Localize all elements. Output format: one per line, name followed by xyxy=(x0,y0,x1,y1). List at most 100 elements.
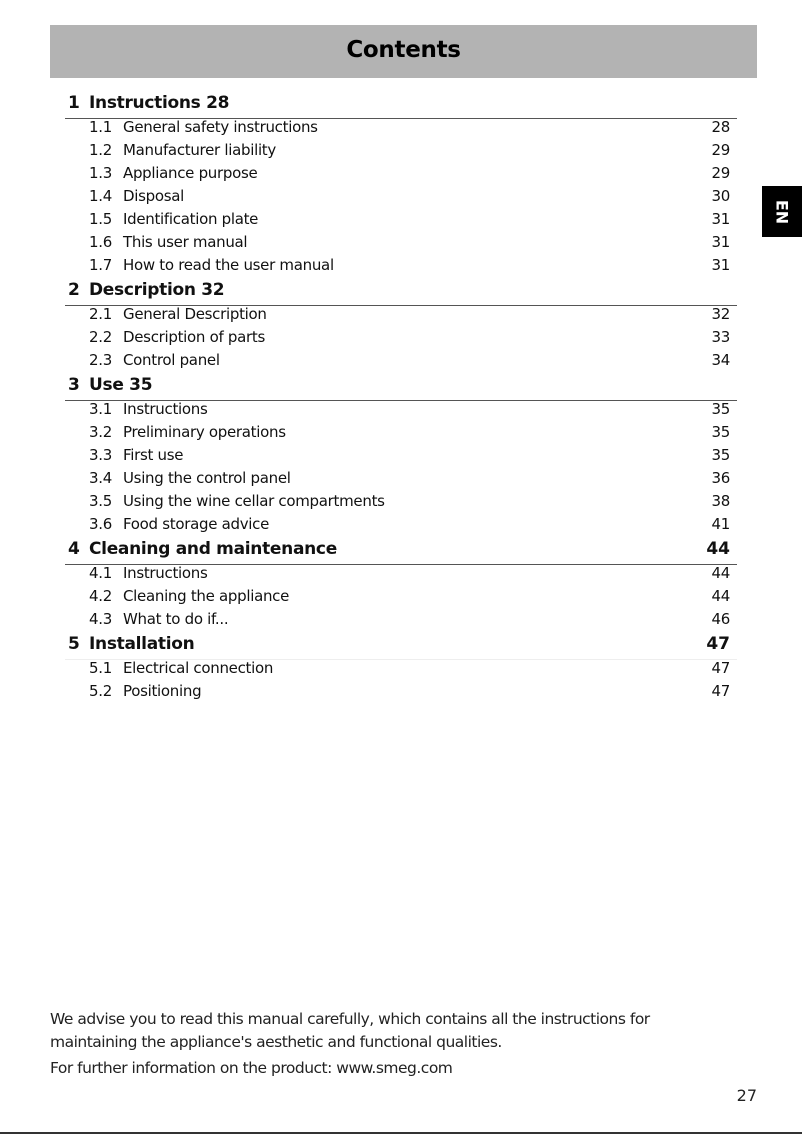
entry-page: 46 xyxy=(711,610,731,628)
entry-page: 47 xyxy=(711,659,731,677)
entry-page: 29 xyxy=(711,141,731,159)
section-title: Description 32 xyxy=(89,280,225,300)
entry-number: 2.2 xyxy=(89,328,112,346)
toc-entry[interactable]: 4.2 Cleaning the appliance 44 xyxy=(65,585,737,608)
toc-entry[interactable]: 1.6 This user manual 31 xyxy=(65,231,737,254)
entry-title: Appliance purpose xyxy=(123,164,258,182)
toc-entry[interactable]: 3.1 Instructions 35 xyxy=(65,398,737,421)
entry-page: 29 xyxy=(711,164,731,182)
toc-section-heading[interactable]: 3 Use 35 xyxy=(65,374,737,401)
entry-page: 41 xyxy=(711,515,731,533)
toc-entry[interactable]: 1.1 General safety instructions 28 xyxy=(65,116,737,139)
toc-entry[interactable]: 2.1 General Description 32 xyxy=(65,303,737,326)
entry-title: Using the control panel xyxy=(123,469,291,487)
entry-page: 30 xyxy=(711,187,731,205)
entry-page: 35 xyxy=(711,423,731,441)
page-number: 27 xyxy=(736,1086,757,1105)
toc-entry[interactable]: 1.4 Disposal 30 xyxy=(65,185,737,208)
table-of-contents: 1 Instructions 28 1.1 General safety instru… xyxy=(65,92,737,705)
section-title: Instructions 28 xyxy=(89,93,230,113)
entry-title: Food storage advice xyxy=(123,515,270,533)
toc-entry[interactable]: 4.1 Instructions 44 xyxy=(65,562,737,585)
toc-entry[interactable]: 3.3 First use 35 xyxy=(65,444,737,467)
entry-page: 47 xyxy=(711,682,731,700)
toc-entry[interactable]: 1.5 Identification plate 31 xyxy=(65,208,737,231)
entry-number: 5.2 xyxy=(89,682,112,700)
contents-header: Contents xyxy=(50,25,757,78)
advice-line-1: We advise you to read this manual carefu… xyxy=(50,1010,650,1028)
entry-number: 1.5 xyxy=(89,210,112,228)
entry-number: 2.1 xyxy=(89,305,112,323)
toc-section-heading[interactable]: 5 Installation 47 xyxy=(65,633,737,660)
entry-title: Preliminary operations xyxy=(123,423,286,441)
entry-page: 34 xyxy=(711,351,731,369)
entry-number: 1.1 xyxy=(89,118,112,136)
section-number: 3 xyxy=(68,375,80,395)
section-number: 4 xyxy=(68,539,80,559)
entry-title: Manufacturer liability xyxy=(123,141,276,159)
toc-entry[interactable]: 3.4 Using the control panel 36 xyxy=(65,467,737,490)
entry-page: 38 xyxy=(711,492,731,510)
entry-number: 3.1 xyxy=(89,400,112,418)
entry-number: 5.1 xyxy=(89,659,112,677)
toc-subsection-list: 1.1 General safety instructions 28 1.2 Manuf… xyxy=(65,116,737,277)
entry-number: 3.4 xyxy=(89,469,112,487)
advice-line-2: maintaining the appliance's aesthetic an… xyxy=(50,1033,502,1051)
toc-entry[interactable]: 3.5 Using the wine cellar compartments 38 xyxy=(65,490,737,513)
entry-page: 44 xyxy=(711,564,731,582)
entry-page: 32 xyxy=(711,305,731,323)
toc-entry[interactable]: 4.3 What to do if... 46 xyxy=(65,608,737,631)
section-page: 47 xyxy=(706,634,730,654)
toc-entry[interactable]: 3.6 Food storage advice 41 xyxy=(65,513,737,536)
language-tab: EN xyxy=(762,186,802,237)
entry-number: 4.3 xyxy=(89,610,112,628)
entry-title: This user manual xyxy=(123,233,248,251)
entry-page: 31 xyxy=(711,233,731,251)
toc-subsection-list: 5.1 Electrical connection 47 5.2 Positioning… xyxy=(65,657,737,703)
section-title: Cleaning and maintenance xyxy=(89,539,337,559)
toc-entry[interactable]: 5.1 Electrical connection 47 xyxy=(65,657,737,680)
entry-title: General Description xyxy=(123,305,267,323)
entry-page: 31 xyxy=(711,210,731,228)
entry-number: 4.2 xyxy=(89,587,112,605)
entry-page: 44 xyxy=(711,587,731,605)
entry-number: 3.3 xyxy=(89,446,112,464)
toc-subsection-list: 2.1 General Description 32 2.2 Description o… xyxy=(65,303,737,372)
entry-page: 31 xyxy=(711,256,731,274)
entry-title: Cleaning the appliance xyxy=(123,587,290,605)
entry-title: Instructions xyxy=(123,400,208,418)
toc-entry[interactable]: 1.7 How to read the user manual 31 xyxy=(65,254,737,277)
entry-page: 33 xyxy=(711,328,731,346)
entry-number: 1.3 xyxy=(89,164,112,182)
language-tab-label: EN xyxy=(772,199,792,224)
entry-page: 35 xyxy=(711,446,731,464)
entry-title: Electrical connection xyxy=(123,659,274,677)
entry-page: 35 xyxy=(711,400,731,418)
section-number: 1 xyxy=(68,93,80,113)
toc-entry[interactable]: 5.2 Positioning 47 xyxy=(65,680,737,703)
entry-number: 3.6 xyxy=(89,515,112,533)
section-page: 44 xyxy=(706,539,730,559)
toc-entry[interactable]: 2.2 Description of parts 33 xyxy=(65,326,737,349)
toc-entry[interactable]: 1.3 Appliance purpose 29 xyxy=(65,162,737,185)
toc-section-heading[interactable]: 2 Description 32 xyxy=(65,279,737,306)
entry-number: 4.1 xyxy=(89,564,112,582)
footer-note: We advise you to read this manual carefu… xyxy=(50,1008,750,1080)
entry-number: 1.7 xyxy=(89,256,112,274)
entry-page: 28 xyxy=(711,118,731,136)
entry-title: First use xyxy=(123,446,184,464)
entry-title: Instructions xyxy=(123,564,208,582)
entry-title: Control panel xyxy=(123,351,220,369)
toc-entry[interactable]: 3.2 Preliminary operations 35 xyxy=(65,421,737,444)
toc-section-heading[interactable]: 4 Cleaning and maintenance 44 xyxy=(65,538,737,565)
toc-entry[interactable]: 2.3 Control panel 34 xyxy=(65,349,737,372)
entry-number: 2.3 xyxy=(89,351,112,369)
toc-entry[interactable]: 1.2 Manufacturer liability 29 xyxy=(65,139,737,162)
section-title: Use 35 xyxy=(89,375,153,395)
toc-section-heading[interactable]: 1 Instructions 28 xyxy=(65,92,737,119)
entry-title: General safety instructions xyxy=(123,118,318,136)
entry-number: 1.6 xyxy=(89,233,112,251)
entry-title: Using the wine cellar compartments xyxy=(123,492,385,510)
entry-page: 36 xyxy=(711,469,731,487)
entry-number: 3.5 xyxy=(89,492,112,510)
